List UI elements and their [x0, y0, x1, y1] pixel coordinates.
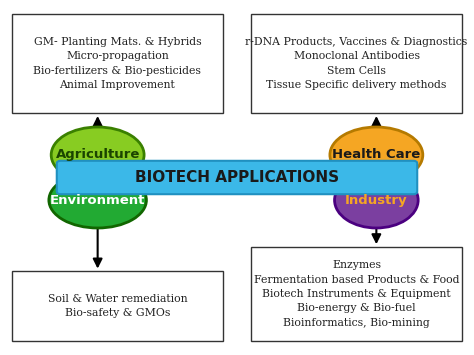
- Text: GM- Planting Mats. & Hybrids
Micro-propagation
Bio-fertilizers & Bio-pesticides
: GM- Planting Mats. & Hybrids Micro-propa…: [34, 37, 201, 90]
- Ellipse shape: [335, 172, 418, 228]
- Ellipse shape: [49, 172, 146, 228]
- Text: Soil & Water remediation
Bio-safety & GMOs: Soil & Water remediation Bio-safety & GM…: [47, 294, 187, 318]
- FancyBboxPatch shape: [12, 14, 223, 113]
- Text: Agriculture: Agriculture: [55, 148, 140, 162]
- Text: Industry: Industry: [345, 193, 408, 207]
- Ellipse shape: [51, 127, 144, 183]
- Text: r-DNA Products, Vaccines & Diagnostics
Monoclonal Antibodies
Stem Cells
Tissue S: r-DNA Products, Vaccines & Diagnostics M…: [246, 37, 468, 90]
- Text: Enzymes
Fermentation based Products & Food
Biotech Instruments & Equipment
Bio-e: Enzymes Fermentation based Products & Fo…: [254, 260, 459, 328]
- FancyBboxPatch shape: [251, 247, 462, 341]
- FancyBboxPatch shape: [251, 14, 462, 113]
- Text: Health Care: Health Care: [332, 148, 420, 162]
- FancyBboxPatch shape: [57, 161, 417, 194]
- FancyBboxPatch shape: [12, 272, 223, 341]
- Text: Environment: Environment: [50, 193, 146, 207]
- Text: BIOTECH APPLICATIONS: BIOTECH APPLICATIONS: [135, 170, 339, 185]
- Ellipse shape: [330, 127, 423, 183]
